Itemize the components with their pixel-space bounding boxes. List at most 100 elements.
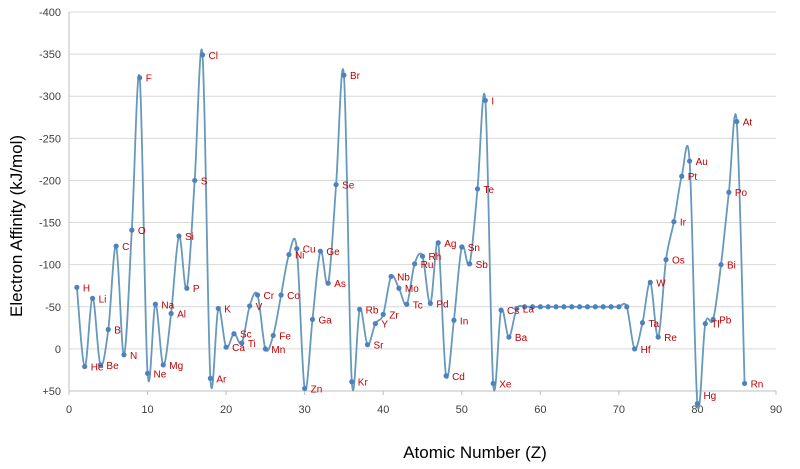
data-point [592,304,598,310]
data-point [718,262,724,268]
data-point [270,332,276,339]
element-label: Sb [476,260,489,271]
element-label: Tc [413,300,423,311]
data-point [435,240,441,246]
x-tick-label: 10 [141,404,153,416]
data-point [616,304,622,310]
data-point [364,342,371,348]
element-label: Tl [711,320,719,331]
data-point [341,72,347,78]
x-tick-label: 90 [770,404,782,416]
element-label: Li [99,294,107,305]
element-label: W [656,278,666,289]
data-point [608,304,614,310]
element-label: Al [177,310,186,321]
data-point [82,363,88,370]
element-label: Ti [248,339,256,350]
data-point [160,362,166,368]
data-point [89,295,96,301]
data-point [184,285,190,291]
data-point [192,177,198,184]
data-point [639,320,646,326]
element-label: F [146,74,152,85]
data-point [741,380,748,387]
data-point [459,244,465,250]
element-label: Y [381,320,388,331]
data-point [215,305,221,312]
y-tick-label: -150 [39,218,61,230]
data-point [309,316,316,323]
element-label: Po [735,188,748,199]
data-point [467,261,473,267]
data-point [129,227,135,233]
element-label: Hf [641,345,651,356]
data-point [655,334,661,340]
element-label: Mg [169,361,183,372]
element-label: Rb [366,305,379,316]
x-tick-label: 70 [613,404,625,416]
data-point [144,370,151,376]
data-point [74,284,80,291]
data-point [427,300,433,307]
data-point [302,385,308,392]
data-point [113,243,119,249]
data-point [577,304,583,310]
data-point [137,75,143,81]
data-point [451,317,457,323]
data-point [537,304,543,310]
element-label: Fe [279,331,291,342]
element-label: I [491,96,494,107]
element-label: Ge [326,247,340,258]
data-point [388,273,394,280]
data-point [522,304,528,310]
element-label: Sn [468,243,480,254]
data-point [105,326,111,333]
data-point [294,246,300,252]
data-point [223,344,229,350]
data-point [247,303,253,309]
element-label: Te [483,185,494,196]
gridlines [69,11,776,392]
element-label: Kr [358,378,369,389]
element-label: P [193,284,200,295]
element-label: Ag [444,239,456,250]
data-point [498,307,504,313]
data-point [396,285,402,291]
element-label: Ni [295,251,304,262]
element-label: S [201,176,208,187]
element-label: In [460,316,468,327]
element-label: Cl [209,51,218,62]
data-point [380,311,386,317]
data-point [317,248,323,254]
element-label: H [83,283,90,294]
element-label: Bi [727,261,736,272]
data-point [600,304,606,310]
data-point [372,321,378,327]
y-tick-label: -250 [39,133,61,145]
data-point [474,186,481,192]
element-label: Br [350,71,361,82]
element-label: Mo [405,284,419,295]
y-tick-label: 0 [55,344,61,356]
element-label: Hg [703,391,716,402]
y-tick-label: -50 [45,302,61,314]
element-label: Zr [389,310,399,321]
y-tick-label: -200 [39,175,61,187]
element-label: As [334,279,346,290]
data-point [553,304,559,310]
element-label: At [743,117,753,128]
element-label: He [91,363,104,374]
x-tick-label: 80 [691,404,703,416]
data-point [506,334,512,340]
data-point [514,305,520,312]
data-point [262,346,268,352]
y-tick-label: -300 [39,91,61,103]
element-label: Cr [264,291,275,302]
element-label: Ir [680,218,687,229]
data-point [325,280,331,286]
x-tick-label: 0 [66,404,72,416]
element-label: N [130,351,137,362]
element-label: Re [664,333,677,344]
x-tick-label: 30 [299,404,311,416]
element-label: Co [287,291,300,302]
